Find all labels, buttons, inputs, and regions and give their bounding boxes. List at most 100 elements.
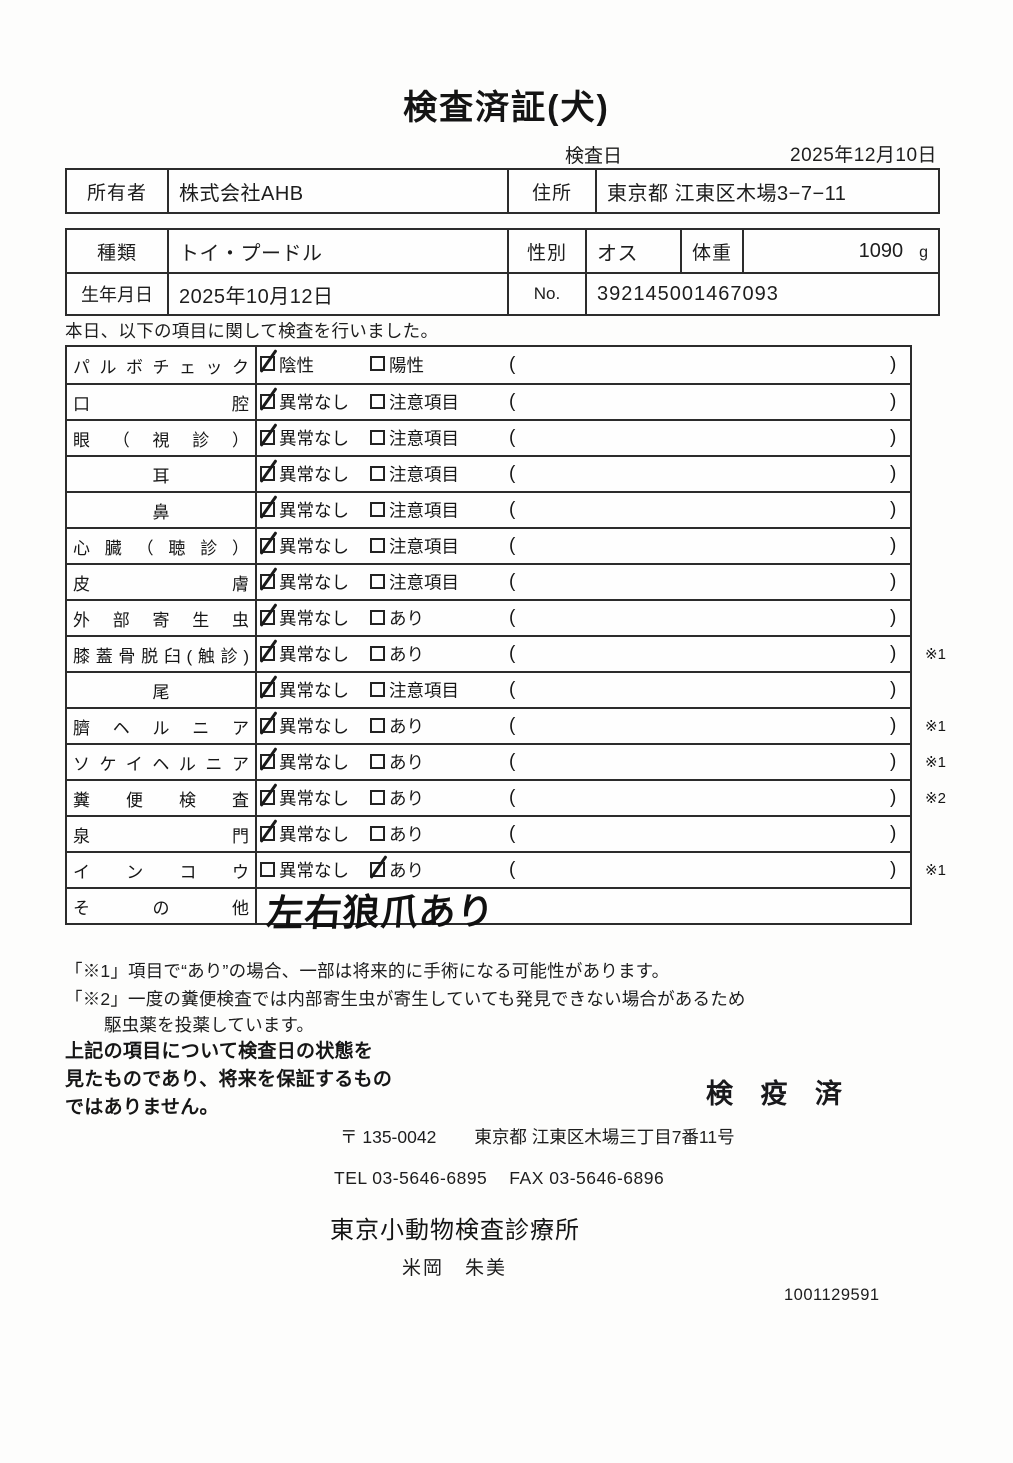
checkbox-primary-label: 異常なし (279, 788, 349, 809)
checklist-row: 尾 異常なし 注意項目 ( ) (67, 671, 910, 707)
checkbox-primary-label: 異常なし (279, 644, 349, 665)
checkbox-secondary (370, 430, 385, 445)
checklist-row-content: 異常なし 注意項目 ( ) (257, 385, 910, 419)
checkbox-secondary-label: 注意項目 (389, 536, 459, 557)
row-reference-mark: ※2 (925, 790, 946, 807)
checklist-item-label-cell: 皮膚 (67, 565, 257, 599)
checkbox-secondary (370, 826, 385, 841)
checkbox-secondary-label: 注意項目 (389, 572, 459, 593)
animal-table: 種類 トイ・プードル 性別 オス 体重 1090 g 生年月日 2025年10月… (65, 228, 940, 316)
breed-label: 種類 (96, 242, 137, 264)
checkbox-primary-label: 異常なし (279, 608, 349, 629)
checkbox-primary-label: 陰性 (279, 355, 314, 376)
breed-value: トイ・プードル (167, 230, 507, 272)
checkbox-primary (260, 826, 275, 841)
checkbox-primary (260, 502, 275, 517)
findings-paren-open: ( (509, 823, 516, 844)
checklist-row: 鼻 異常なし 注意項目 ( ) (67, 491, 910, 527)
checklist-item-label: パルボチェック (73, 357, 249, 377)
findings-paren-open: ( (509, 859, 516, 880)
row-reference-mark: ※1 (925, 754, 946, 771)
checklist-item-label: 口腔 (73, 394, 249, 414)
checklist-item-label-cell: 尾 (67, 673, 257, 707)
checklist-item-label: インコウ (73, 862, 249, 882)
checkbox-primary-label: 異常なし (279, 752, 349, 773)
fax-number: FAX 03-5646-6896 (509, 1168, 665, 1188)
footnote-2-continued: 駆虫薬を投薬しています。 (104, 1015, 315, 1035)
findings-paren-close: ) (890, 643, 897, 664)
checkbox-primary-label: 異常なし (279, 572, 349, 593)
checklist-item-label: 心臓（聴診） (73, 538, 249, 558)
checklist-item-label: 皮膚 (73, 574, 249, 594)
checklist-item-label-cell: パルボチェック (67, 347, 257, 383)
checklist-row: 外部寄生虫 異常なし あり ( ) (67, 599, 910, 635)
sex-value: オス (585, 230, 680, 272)
birth-value: 2025年10月12日 (167, 274, 507, 314)
checkbox-primary (260, 754, 275, 769)
checkbox-primary (260, 610, 275, 625)
checklist-row: その他 ( ) 左右狼爪あり (67, 887, 910, 934)
clinic-postal-address: 〒 135-0042 東京都 江東区木場三丁目7番11号 (340, 1124, 735, 1149)
checkbox-primary (260, 574, 275, 589)
checklist-row-content: 陰性 陽性 ( ) (257, 347, 910, 383)
findings-paren-open: ( (509, 391, 516, 412)
checkbox-primary (260, 356, 275, 371)
checklist-row-content: 異常なし あり ( ) (257, 853, 910, 887)
checklist-row-content: 異常なし 注意項目 ( ) (257, 529, 910, 563)
findings-paren-close: ) (890, 535, 897, 556)
checkbox-primary-label: 異常なし (279, 500, 349, 521)
checklist-row: 耳 異常なし 注意項目 ( ) (67, 455, 910, 491)
checklist-row-content: 異常なし 注意項目 ( ) (257, 565, 910, 599)
checkbox-primary (260, 394, 275, 409)
checklist-item-label-cell: 外部寄生虫 (67, 601, 257, 635)
checklist-row: 膝蓋骨脱臼(触診) 異常なし あり ( ) ※1 (67, 635, 946, 671)
checkbox-secondary-label: 陽性 (389, 355, 424, 376)
findings-paren-open: ( (509, 499, 516, 520)
checkbox-secondary-label: 注意項目 (389, 392, 459, 413)
checkbox-primary-label: 異常なし (279, 824, 349, 845)
checklist-table: パルボチェック 陰性 陽性 ( ) 口腔 異常なし 注意項目 ( (65, 345, 946, 934)
findings-paren-close: ) (890, 679, 897, 700)
checklist-item-label-cell: 耳 (67, 457, 257, 491)
findings-paren-close: ) (890, 859, 897, 880)
findings-paren-close: ) (890, 391, 897, 412)
checklist-row: 眼（視診） 異常なし 注意項目 ( ) (67, 419, 910, 455)
checkbox-secondary-label: あり (389, 716, 424, 737)
checklist-item-label: 耳 (152, 466, 170, 486)
checkbox-secondary (370, 394, 385, 409)
footnote-2: 「※2」一度の糞便検査では内部寄生虫が寄生していても発見できない場合があるため (65, 989, 746, 1009)
checklist-item-label-cell: 糞便検査 (67, 781, 257, 815)
checkbox-secondary (370, 356, 385, 371)
checklist-row-content: 異常なし 注意項目 ( ) (257, 673, 910, 707)
checkbox-primary (260, 790, 275, 805)
checklist-row: ソケイヘルニア 異常なし あり ( ) ※1 (67, 743, 946, 779)
row-reference-mark: ※1 (925, 718, 946, 735)
clinic-name: 東京小動物検査診療所 (330, 1217, 580, 1244)
findings-paren-close: ) (890, 787, 897, 808)
findings-paren-open: ( (509, 787, 516, 808)
address-value: 東京都 江東区木場3−7−11 (595, 170, 938, 212)
no-value: 392145001467093 (585, 274, 938, 314)
checklist-row-content: 異常なし あり ( ) (257, 745, 910, 779)
checklist-row: 臍ヘルニア 異常なし あり ( ) ※1 (67, 707, 946, 743)
address-label: 住所 (507, 170, 595, 212)
checkbox-primary-label: 異常なし (279, 428, 349, 449)
serial-number: 1001129591 (784, 1286, 880, 1304)
checkbox-primary-label: 異常なし (279, 716, 349, 737)
findings-paren-close: ) (890, 571, 897, 592)
inspection-date-label: 検査日 (565, 146, 623, 167)
findings-paren-open: ( (509, 427, 516, 448)
checkbox-primary-label: 異常なし (279, 680, 349, 701)
checklist-row-content: 異常なし あり ( ) (257, 637, 910, 671)
checkbox-secondary (370, 646, 385, 661)
findings-paren-close: ) (890, 427, 897, 448)
weight-label: 体重 (680, 230, 742, 272)
inspection-date-value: 2025年12月10日 (790, 145, 938, 166)
checkbox-secondary (370, 538, 385, 553)
findings-paren-open: ( (509, 751, 516, 772)
tel-number: TEL 03-5646-6895 (334, 1168, 488, 1188)
checkbox-secondary-label: あり (389, 860, 424, 881)
findings-paren-close: ) (890, 463, 897, 484)
row-reference-mark: ※1 (925, 646, 946, 663)
